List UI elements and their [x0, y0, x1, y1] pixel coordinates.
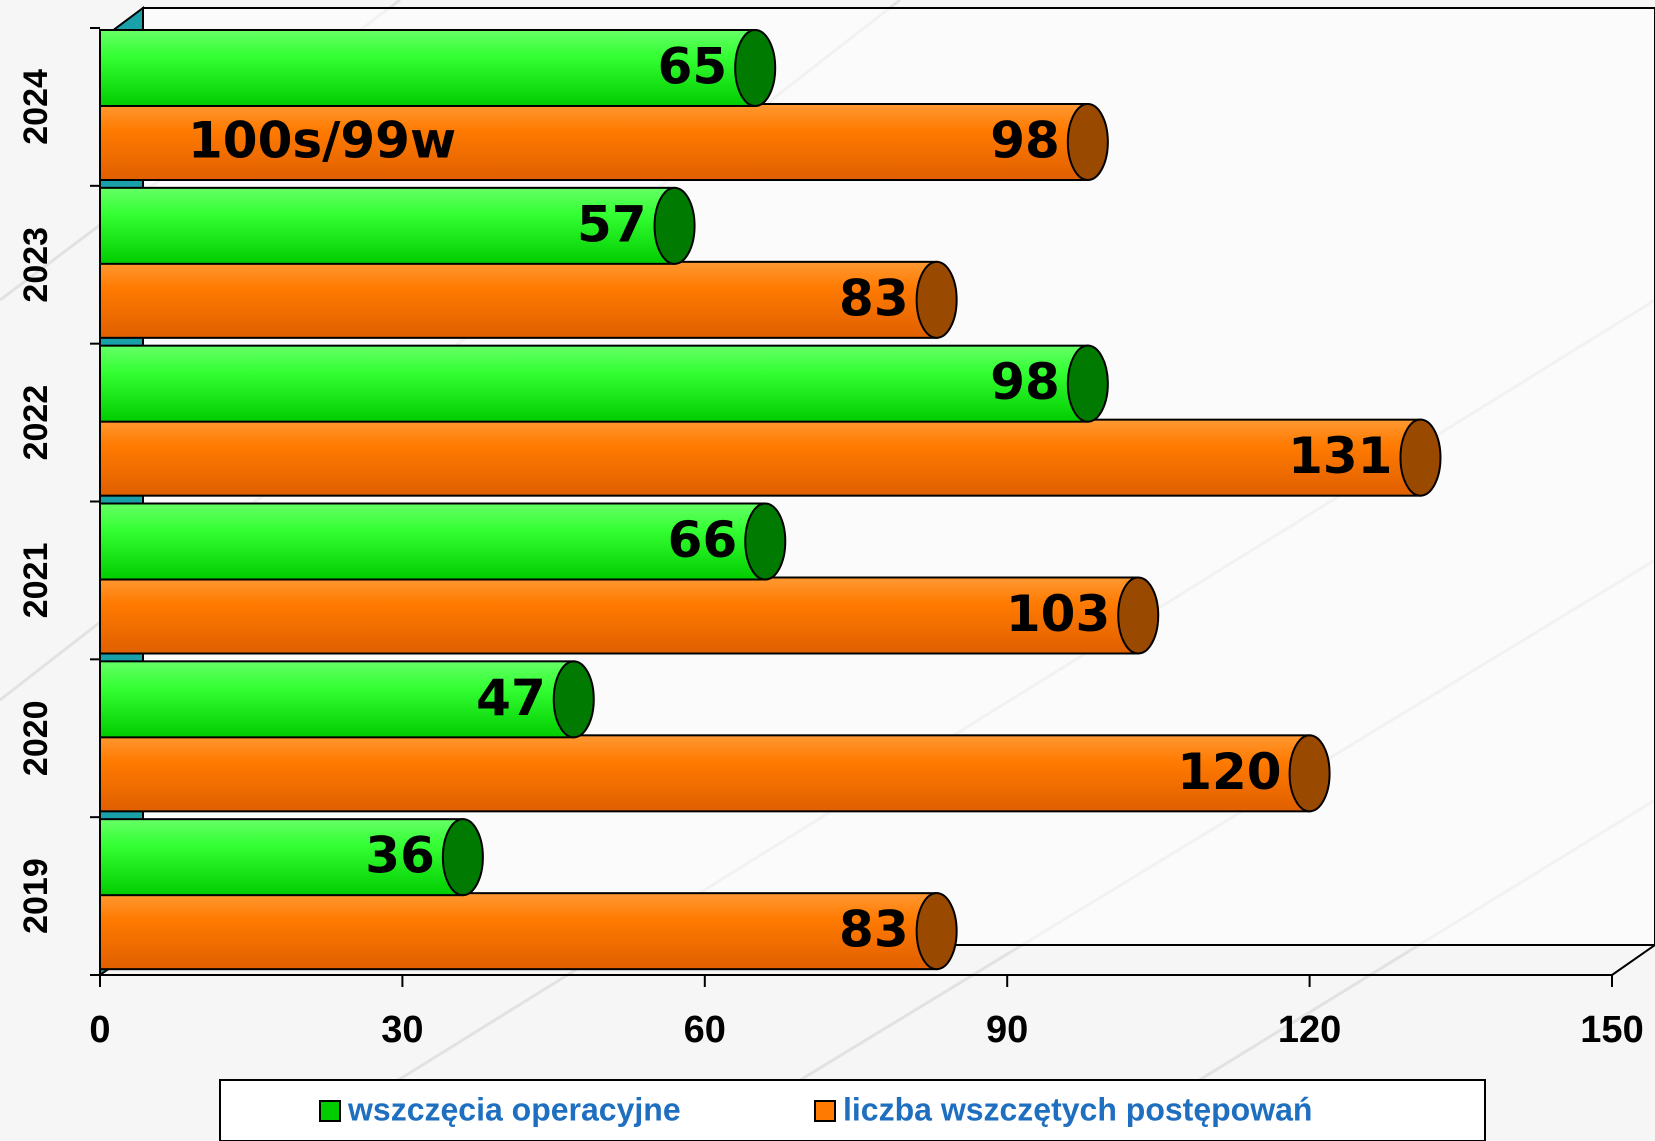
- legend-swatch: [814, 1100, 836, 1122]
- value-label: 98: [990, 112, 1060, 170]
- bar: [99, 892, 938, 971]
- bar: [99, 186, 676, 265]
- cylinder: 131: [99, 418, 1442, 497]
- bar: [99, 818, 464, 897]
- bar: [99, 344, 1089, 423]
- bar-cap: [1399, 418, 1442, 497]
- bar: [99, 660, 575, 739]
- y-tick-label: 2024: [17, 69, 55, 145]
- cylinder: 65: [99, 29, 777, 107]
- bar-cap: [653, 186, 696, 265]
- value-label: 98: [990, 353, 1060, 411]
- cylinder: 36: [99, 818, 484, 897]
- cylinder: 83: [99, 892, 958, 971]
- plot: 0 30 60 90 120 150 2019 83 36 2020 120 47 2021 103 66 2…: [17, 27, 1644, 1127]
- bar-cap: [915, 892, 958, 971]
- annotation: 100s/99w: [188, 112, 456, 170]
- y-tick-label: 2022: [17, 385, 55, 461]
- bar-cap: [1288, 734, 1331, 813]
- value-label: 120: [1177, 743, 1281, 801]
- x-tick-label: 120: [1278, 1009, 1341, 1051]
- cylinder: 83: [99, 260, 958, 339]
- floor-edge: [1611, 944, 1655, 976]
- x-tick-label: 90: [986, 1009, 1028, 1051]
- bar-cap: [1117, 576, 1160, 655]
- value-label: 83: [839, 901, 909, 959]
- cylinder: 47: [99, 660, 595, 739]
- bar: [99, 502, 767, 581]
- cylinder: 120: [99, 734, 1331, 813]
- value-label: 47: [476, 669, 546, 727]
- value-label: 83: [839, 269, 909, 327]
- y-tick-label: 2020: [17, 700, 55, 776]
- legend-swatch: [319, 1100, 341, 1122]
- bar-cap: [915, 260, 958, 339]
- value-label: 36: [365, 827, 435, 885]
- legend: [219, 1079, 1486, 1141]
- bar-cap: [441, 818, 484, 897]
- bar: [99, 29, 757, 107]
- bar: [99, 576, 1140, 655]
- bar: [99, 734, 1311, 813]
- x-tick-label: 0: [89, 1009, 110, 1051]
- bar-cap: [734, 29, 777, 107]
- cylinder: 66: [99, 502, 787, 581]
- value-label: 66: [668, 511, 738, 569]
- x-tick-label: 150: [1580, 1009, 1643, 1051]
- legend-label: liczba wszczętych postępowań: [843, 1091, 1312, 1127]
- legend-label: wszczęcia operacyjne: [347, 1091, 681, 1127]
- bar-cap: [744, 502, 787, 581]
- bar-cap: [552, 660, 595, 739]
- bar: [99, 103, 1089, 181]
- bar: [99, 260, 938, 339]
- cylinder: 98 100s/99w: [99, 103, 1109, 181]
- value-label: 103: [1006, 585, 1110, 643]
- y-tick-label: 2023: [17, 227, 55, 303]
- value-label: 131: [1288, 427, 1392, 485]
- value-label: 57: [577, 195, 647, 253]
- bar-cap: [1066, 344, 1109, 423]
- bar: [99, 418, 1422, 497]
- value-label: 65: [658, 38, 728, 96]
- cylinder: 103: [99, 576, 1160, 655]
- cylinder: 57: [99, 186, 696, 265]
- x-tick-label: 60: [684, 1009, 726, 1051]
- y-tick-label: 2021: [17, 543, 55, 619]
- y-tick-label: 2019: [17, 858, 55, 934]
- cylinder: 98: [99, 344, 1109, 423]
- x-tick-label: 30: [381, 1009, 423, 1051]
- bar-cap: [1066, 103, 1109, 181]
